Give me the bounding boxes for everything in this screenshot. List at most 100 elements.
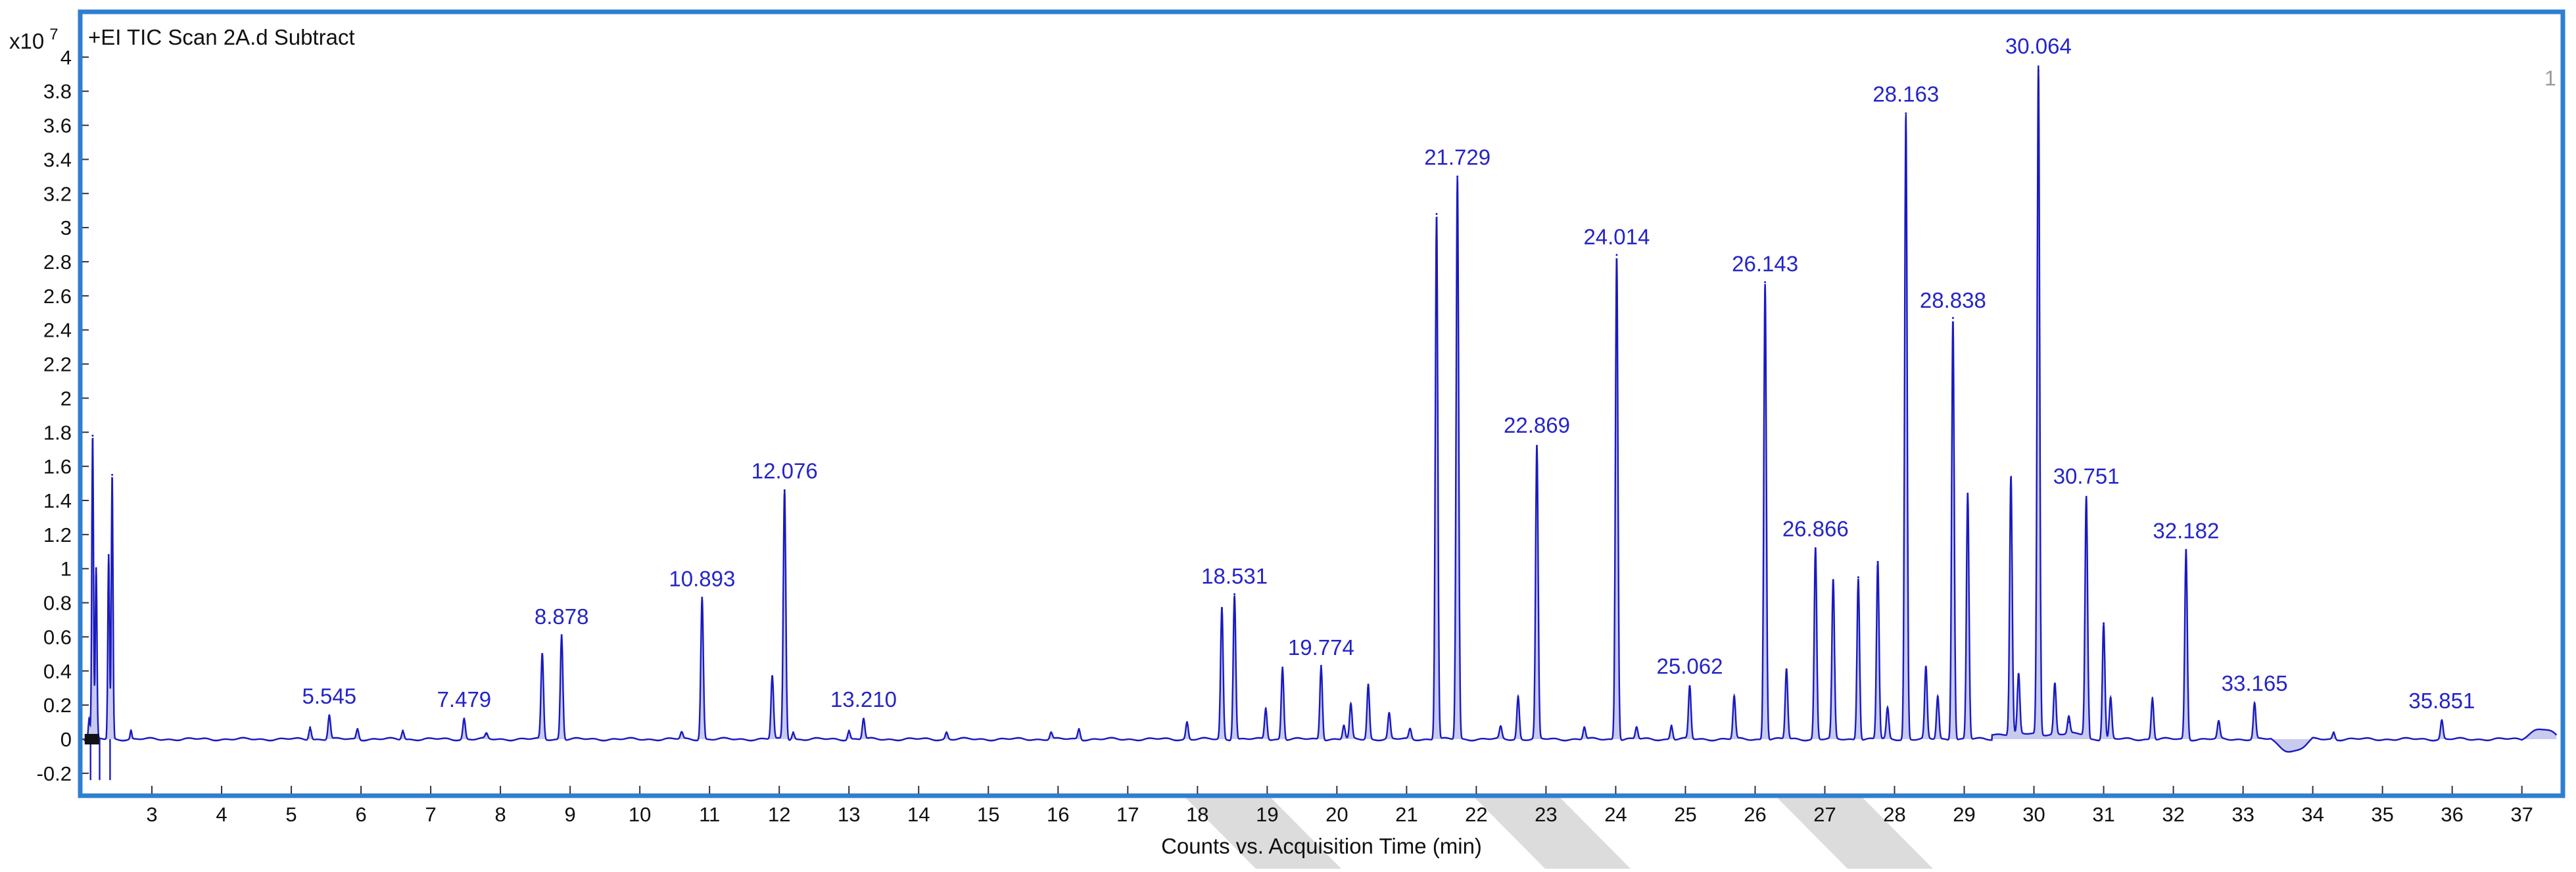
peak-apex [2053, 687, 2056, 689]
y-tick-label: -0.2 [37, 762, 72, 785]
peak-label: 22.869 [1504, 413, 1570, 437]
peak-label: 26.143 [1732, 252, 1798, 276]
y-tick-label: 3.4 [43, 148, 72, 171]
peak-apex [1435, 212, 1438, 215]
peak-apex [1264, 707, 1267, 710]
y-multiplier-label: x10 7 [9, 26, 59, 53]
peak-apex [1670, 724, 1673, 727]
peak-label: 33.165 [2222, 671, 2288, 696]
y-tick-label: 3.6 [43, 114, 72, 137]
x-tick-label: 17 [1116, 803, 1139, 826]
peak-apex [1905, 112, 1907, 114]
y-tick-label: 0.2 [43, 694, 72, 717]
x-tick-label: 29 [1953, 803, 1975, 826]
x-tick-label: 7 [425, 803, 436, 826]
peak-apex [783, 489, 786, 491]
watermark-stripe [1775, 796, 1933, 869]
peak-apex [792, 731, 794, 734]
y-tick-label: 2.8 [43, 251, 72, 274]
peak-label: 30.064 [2005, 34, 2072, 59]
y-tick-label: 1.4 [43, 489, 72, 512]
peak-apex [1764, 281, 1767, 283]
y-axis: -0.2 0 0.2 0.4 0.6 0.8 1 1.2 1.4 1.6 1.8 2 2.2 2.4 2.6… [37, 46, 89, 785]
x-tick-label: 34 [2301, 803, 2324, 826]
peak-apex [2085, 499, 2087, 502]
peak-apex [2103, 622, 2105, 625]
plot-layer [83, 65, 2558, 781]
x-tick-label: 23 [1535, 803, 1557, 826]
x-tick-label: 27 [1813, 803, 1836, 826]
x-axis: 3 4 5 6 7 8 9 10 11 12 13 14 15 16 17 18 19 20 21 22 23 24 25 2… [146, 786, 2533, 826]
x-tick-label: 21 [1395, 803, 1418, 826]
peak-apex [847, 729, 850, 732]
x-tick-label: 25 [1674, 803, 1696, 826]
x-tick-label: 11 [699, 803, 720, 826]
peak-apex [1517, 695, 1519, 698]
peak-apex [1233, 593, 1236, 596]
watermark-layer [1183, 796, 1933, 869]
peak-apex [130, 729, 132, 732]
x-tick-label: 30 [2022, 803, 2045, 826]
peak-apex [402, 729, 404, 732]
x-axis-label: Counts vs. Acquisition Time (min) [1161, 834, 1482, 858]
peak-apex [2332, 731, 2335, 734]
peak-apex [1409, 727, 1412, 730]
peak-apex [1583, 726, 1586, 729]
peak-apex [111, 473, 114, 476]
peak-label: 18.531 [1201, 564, 1268, 588]
peak-apex [1350, 704, 1352, 706]
x-tick-label: 20 [1325, 803, 1348, 826]
x-tick-label: 26 [1744, 803, 1766, 826]
y-tick-label: 1.6 [43, 455, 72, 478]
watermark-stripe [1183, 796, 1341, 869]
peak-apex [945, 731, 948, 734]
peak-apex [309, 726, 312, 729]
peak-apex [1536, 445, 1538, 447]
peak-apex [560, 634, 563, 637]
y-multiplier-exponent: 7 [49, 26, 58, 43]
peak-label: 8.878 [535, 604, 589, 629]
peak-apex [1733, 695, 1736, 698]
peak-apex [541, 652, 544, 655]
x-tick-label: 28 [1883, 803, 1905, 826]
peak-apex [2037, 70, 2039, 72]
y-tick-label: 2.6 [43, 285, 72, 308]
x-tick-label: 10 [629, 803, 651, 826]
x-tick-label: 8 [494, 803, 506, 826]
peak-apex [1320, 665, 1322, 667]
y-tick-label: 1 [60, 558, 72, 581]
x-tick-label: 16 [1047, 803, 1069, 826]
peak-apex [1456, 175, 1459, 178]
peak-label: 7.479 [437, 687, 492, 712]
peak-label: 28.163 [1872, 82, 1939, 107]
peak-apex [1785, 668, 1788, 671]
peak-apex [1876, 560, 1879, 563]
peak-label: 26.866 [1782, 516, 1849, 541]
peak-apex [2253, 702, 2256, 705]
peak-apex [485, 733, 488, 735]
peak-label: 21.729 [1424, 145, 1491, 169]
chromatogram-trace [83, 65, 2558, 753]
y-tick-label: 0.6 [43, 625, 72, 648]
peak-apex [2109, 697, 2112, 700]
peak-label: 13.210 [830, 687, 897, 712]
x-tick-label: 18 [1186, 803, 1208, 826]
y-tick-label: 2.4 [43, 319, 72, 342]
x-tick-label: 36 [2441, 803, 2463, 826]
peak-apex [1951, 317, 1954, 320]
peak-apex [95, 568, 97, 570]
peak-apex [1615, 254, 1618, 256]
peak-label: 32.182 [2153, 518, 2219, 543]
y-tick-label: 0.4 [43, 660, 72, 683]
y-tick-label: 0 [60, 728, 72, 751]
peak-apex [2151, 697, 2154, 700]
peak-label: 5.545 [302, 684, 357, 708]
peak-apex [1936, 695, 1939, 698]
peak-apex [1367, 683, 1370, 686]
peak-apex [356, 727, 359, 730]
peak-apex [1500, 726, 1502, 729]
x-tick-label: 4 [216, 803, 227, 826]
peak-label: 10.893 [669, 567, 735, 591]
x-tick-label: 9 [565, 803, 576, 826]
